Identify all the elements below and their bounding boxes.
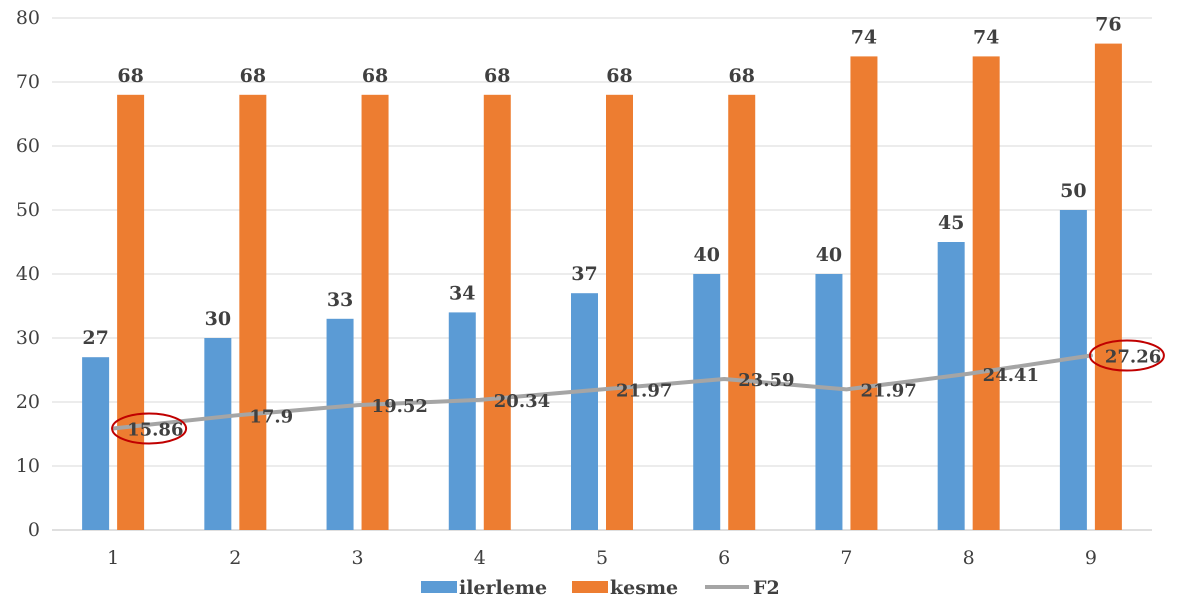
y-tick-label: 0	[28, 519, 40, 541]
line-value-label-F2: 17.9	[249, 406, 293, 427]
bar-value-label-ilerleme: 27	[82, 327, 108, 349]
bar-value-label-ilerleme: 50	[1060, 180, 1086, 202]
bar-kesme	[117, 94, 145, 531]
y-tick-label: 60	[16, 135, 40, 157]
legend-swatch-ilerleme	[421, 581, 457, 593]
bar-value-label-kesme: 68	[117, 65, 143, 87]
bar-value-label-ilerleme: 40	[816, 244, 842, 266]
bar-kesme	[239, 94, 267, 531]
line-value-label-F2: 24.41	[983, 365, 1039, 386]
legend-label-F2: F2	[753, 577, 780, 599]
x-tick-label: 8	[963, 547, 975, 569]
bar-ilerleme	[82, 357, 110, 530]
bar-ilerleme	[448, 312, 476, 530]
annotation-ellipse	[111, 412, 188, 445]
x-tick-label: 3	[352, 547, 364, 569]
x-tick-label: 1	[107, 547, 119, 569]
bar-kesme	[1094, 43, 1122, 530]
y-tick-label: 80	[16, 7, 40, 29]
bar-value-label-ilerleme: 40	[693, 244, 719, 266]
bar-value-label-kesme: 68	[240, 65, 266, 87]
x-tick-label: 2	[229, 547, 241, 569]
bar-ilerleme	[204, 338, 232, 530]
bar-value-label-ilerleme: 37	[571, 263, 597, 285]
bar-value-label-kesme: 74	[851, 26, 877, 48]
bar-value-label-ilerleme: 45	[938, 212, 964, 234]
y-tick-label: 20	[16, 391, 40, 413]
bar-kesme	[483, 94, 511, 531]
bar-ilerleme	[937, 242, 965, 530]
line-value-label-F2: 23.59	[738, 370, 794, 391]
bar-value-label-kesme: 74	[973, 26, 999, 48]
y-tick-label: 30	[16, 327, 40, 349]
bar-value-label-kesme: 68	[362, 65, 388, 87]
bar-ilerleme	[326, 318, 354, 530]
bar-ilerleme	[571, 293, 598, 530]
y-tick-label: 10	[16, 455, 40, 477]
bar-value-label-ilerleme: 33	[327, 289, 353, 311]
y-tick-label: 50	[16, 199, 40, 221]
bar-ilerleme	[1059, 210, 1087, 530]
bar-kesme	[606, 94, 633, 531]
bar-value-label-kesme: 68	[606, 65, 632, 87]
bar-value-label-ilerleme: 30	[205, 308, 231, 330]
legend-label-ilerleme: ilerleme	[459, 577, 547, 599]
bar-ilerleme	[815, 274, 843, 530]
y-tick-label: 40	[16, 263, 40, 285]
line-value-label-F2: 15.86	[127, 419, 183, 440]
x-tick-label: 9	[1085, 547, 1097, 569]
bar-kesme	[850, 56, 878, 531]
bar-value-label-kesme: 68	[728, 65, 754, 87]
annotation-ellipse	[1088, 339, 1165, 372]
x-tick-label: 4	[474, 547, 486, 569]
line-value-label-F2: 27.26	[1105, 347, 1161, 368]
line-value-label-F2: 21.97	[616, 380, 672, 401]
bar-value-label-ilerleme: 34	[449, 282, 475, 304]
legend-swatch-kesme	[572, 581, 608, 593]
bar-kesme	[728, 94, 756, 531]
bar-value-label-kesme: 76	[1095, 14, 1121, 36]
line-value-label-F2: 21.97	[860, 380, 916, 401]
bar-kesme	[361, 94, 389, 531]
line-value-label-F2: 20.34	[494, 391, 550, 412]
x-tick-label: 6	[718, 547, 730, 569]
x-tick-label: 7	[840, 547, 852, 569]
line-value-label-F2: 19.52	[372, 396, 428, 417]
y-tick-label: 70	[16, 71, 40, 93]
bar-kesme	[972, 56, 1000, 531]
bar-value-label-kesme: 68	[484, 65, 510, 87]
x-tick-label: 5	[596, 547, 608, 569]
legend-label-kesme: kesme	[610, 577, 678, 599]
line-F2	[111, 353, 1093, 431]
bar-ilerleme	[693, 274, 721, 530]
